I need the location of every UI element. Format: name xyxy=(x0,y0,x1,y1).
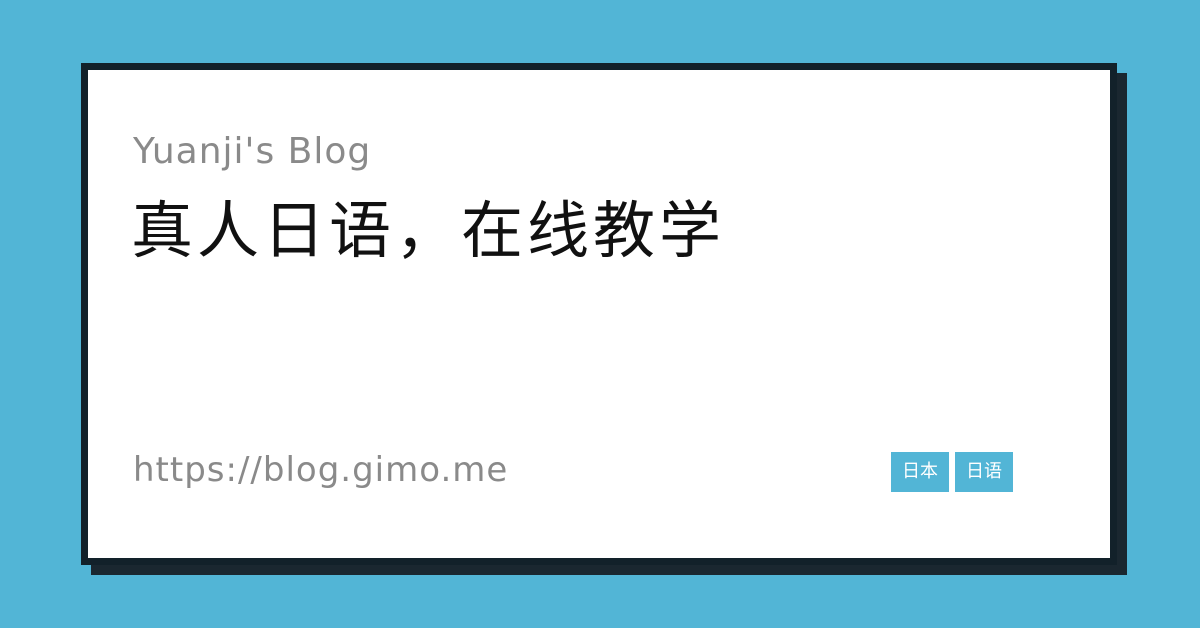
preview-card: Yuanji's Blog 真人日语，在线教学 https://blog.gim… xyxy=(81,63,1117,565)
site-name: Yuanji's Blog xyxy=(133,131,372,172)
site-url[interactable]: https://blog.gimo.me xyxy=(133,450,509,490)
tag-list: 日本 日语 xyxy=(891,452,1013,492)
post-title: 真人日语，在线教学 xyxy=(131,194,726,267)
tag-japanese[interactable]: 日语 xyxy=(955,452,1013,492)
tag-japan[interactable]: 日本 xyxy=(891,452,949,492)
